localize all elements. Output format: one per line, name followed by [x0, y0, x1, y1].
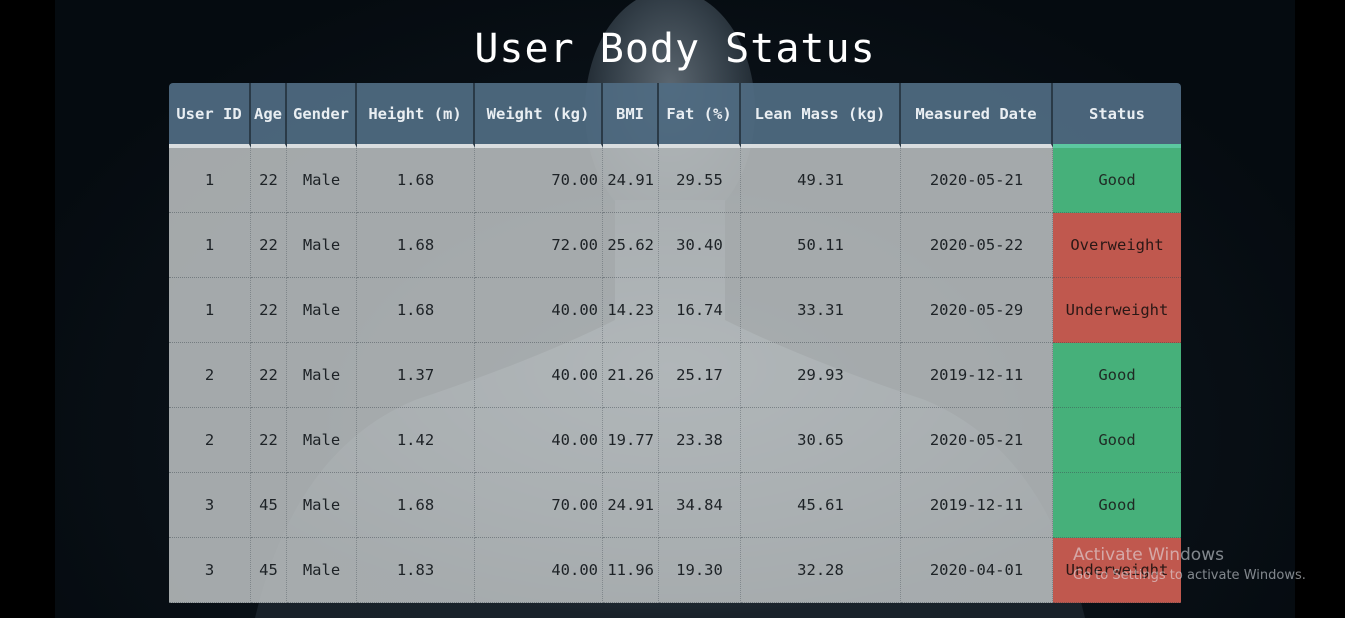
table-cell: 16.74: [659, 278, 741, 343]
table-row: 1 22 Male 1.68 70.00 24.91 29.55 49.31 2020-05-2…: [169, 148, 1181, 213]
column-header: Weight (kg): [475, 83, 603, 148]
table-row: 1 22 Male 1.68 40.00 14.23 16.74 33.31 2020-05-2…: [169, 278, 1181, 343]
status-badge: Good: [1053, 148, 1181, 213]
table-cell: 30.40: [659, 213, 741, 278]
table-cell: 40.00: [475, 538, 603, 603]
table-cell: 22: [251, 278, 287, 343]
watermark-title: Activate Windows: [1073, 545, 1224, 565]
table-row: 1 22 Male 1.68 72.00 25.62 30.40 50.11 2020-05-2…: [169, 213, 1181, 278]
table-cell: 25.17: [659, 343, 741, 408]
table-cell: 3: [169, 473, 251, 538]
table-row: 3 45 Male 1.83 40.00 11.96 19.30 32.28 2020-04-0…: [169, 538, 1181, 603]
table-cell: 33.31: [741, 278, 901, 343]
table-cell: 22: [251, 408, 287, 473]
table-cell: 1: [169, 213, 251, 278]
body-status-table-container: User ID Age Gender Height (m) Weight (kg) BMI…: [169, 83, 1181, 603]
table-cell: 24.91: [603, 148, 659, 213]
table-header-row: User ID Age Gender Height (m) Weight (kg) BMI…: [169, 83, 1181, 148]
column-header: Age: [251, 83, 287, 148]
column-header: User ID: [169, 83, 251, 148]
right-margin: [1295, 0, 1345, 618]
table-cell: 72.00: [475, 213, 603, 278]
column-header: Height (m): [357, 83, 475, 148]
table-cell: Male: [287, 538, 357, 603]
column-header: BMI: [603, 83, 659, 148]
table-cell: 2020-05-29: [901, 278, 1053, 343]
table-cell: 45: [251, 473, 287, 538]
body-status-table: User ID Age Gender Height (m) Weight (kg) BMI…: [169, 83, 1181, 603]
table-cell: 50.11: [741, 213, 901, 278]
table-cell: Male: [287, 408, 357, 473]
windows-activation-watermark: Activate Windows Go to Settings to activ…: [1073, 545, 1306, 583]
column-header: Fat (%): [659, 83, 741, 148]
table-cell: 3: [169, 538, 251, 603]
table-cell: 70.00: [475, 148, 603, 213]
status-badge: Overweight: [1053, 213, 1181, 278]
status-badge: Good: [1053, 473, 1181, 538]
table-cell: 34.84: [659, 473, 741, 538]
table-cell: 1.42: [357, 408, 475, 473]
table-cell: 2020-05-22: [901, 213, 1053, 278]
table-cell: 1.68: [357, 148, 475, 213]
table-row: 3 45 Male 1.68 70.00 24.91 34.84 45.61 2019-12-1…: [169, 473, 1181, 538]
table-cell: 19.77: [603, 408, 659, 473]
table-body: 1 22 Male 1.68 70.00 24.91 29.55 49.31 2020-05-2…: [169, 148, 1181, 603]
left-margin: [0, 0, 55, 618]
table-cell: 1.68: [357, 278, 475, 343]
table-cell: 70.00: [475, 473, 603, 538]
table-cell: 1.68: [357, 213, 475, 278]
table-cell: 30.65: [741, 408, 901, 473]
table-cell: 29.93: [741, 343, 901, 408]
page-title: User Body Status: [474, 26, 876, 72]
column-header: Lean Mass (kg): [741, 83, 901, 148]
table-cell: 11.96: [603, 538, 659, 603]
table-cell: 14.23: [603, 278, 659, 343]
table-cell: 2: [169, 343, 251, 408]
status-badge: Underweight: [1053, 538, 1181, 603]
table-cell: 40.00: [475, 343, 603, 408]
table-cell: 19.30: [659, 538, 741, 603]
table-cell: 40.00: [475, 408, 603, 473]
status-badge: Good: [1053, 343, 1181, 408]
status-badge: Underweight: [1053, 278, 1181, 343]
table-cell: 45.61: [741, 473, 901, 538]
column-header: Status: [1053, 83, 1181, 148]
table-cell: 23.38: [659, 408, 741, 473]
table-cell: Male: [287, 473, 357, 538]
status-badge: Good: [1053, 408, 1181, 473]
table-row: 2 22 Male 1.37 40.00 21.26 25.17 29.93 2019-12-1…: [169, 343, 1181, 408]
table-cell: 2020-05-21: [901, 148, 1053, 213]
table-cell: 2020-05-21: [901, 408, 1053, 473]
table-cell: 1: [169, 148, 251, 213]
table-cell: 32.28: [741, 538, 901, 603]
table-cell: 1.68: [357, 473, 475, 538]
table-row: 2 22 Male 1.42 40.00 19.77 23.38 30.65 2020-05-2…: [169, 408, 1181, 473]
table-cell: 22: [251, 343, 287, 408]
table-cell: 29.55: [659, 148, 741, 213]
column-header: Measured Date: [901, 83, 1053, 148]
table-cell: Male: [287, 278, 357, 343]
table-cell: 1.83: [357, 538, 475, 603]
table-cell: 1: [169, 278, 251, 343]
column-header: Gender: [287, 83, 357, 148]
table-cell: 49.31: [741, 148, 901, 213]
table-cell: 22: [251, 213, 287, 278]
table-cell: 2: [169, 408, 251, 473]
table-cell: Male: [287, 213, 357, 278]
table-cell: Male: [287, 343, 357, 408]
watermark-subtitle: Go to Settings to activate Windows.: [1073, 568, 1306, 583]
table-cell: 45: [251, 538, 287, 603]
table-cell: 2019-12-11: [901, 473, 1053, 538]
table-cell: 1.37: [357, 343, 475, 408]
table-cell: 2020-04-01: [901, 538, 1053, 603]
table-cell: 22: [251, 148, 287, 213]
table-cell: 25.62: [603, 213, 659, 278]
table-cell: 2019-12-11: [901, 343, 1053, 408]
table-cell: 40.00: [475, 278, 603, 343]
table-cell: 21.26: [603, 343, 659, 408]
table-cell: Male: [287, 148, 357, 213]
table-cell: 24.91: [603, 473, 659, 538]
